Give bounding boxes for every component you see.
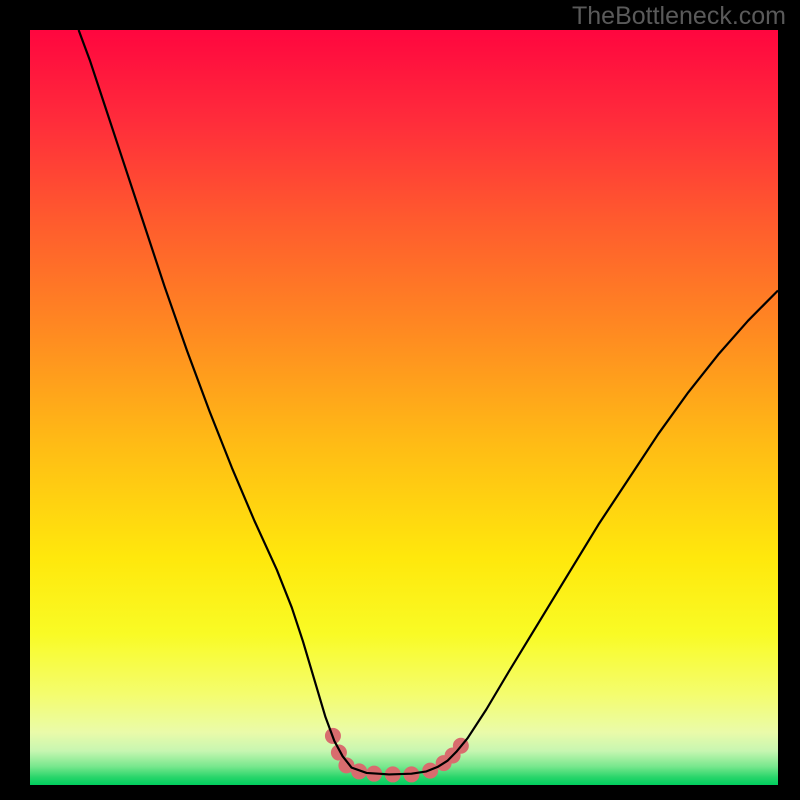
bottleneck-chart xyxy=(30,30,778,785)
gradient-background xyxy=(30,30,778,785)
watermark-text: TheBottleneck.com xyxy=(572,2,786,31)
outer-frame: TheBottleneck.com xyxy=(0,0,800,800)
